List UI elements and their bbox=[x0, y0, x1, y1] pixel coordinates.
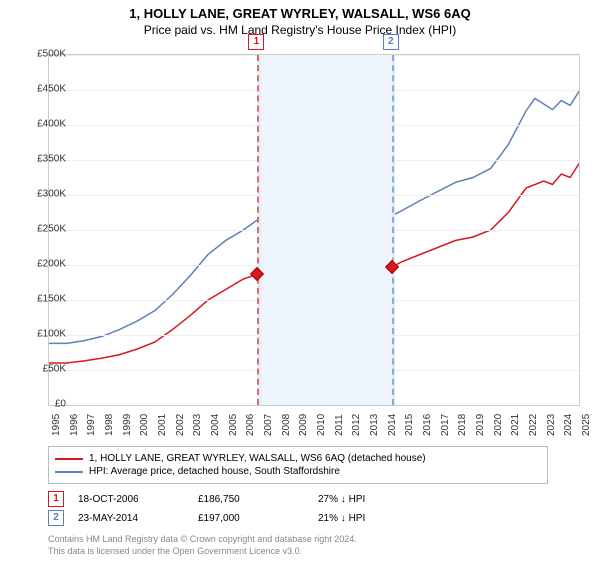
x-axis-tick-label: 2006 bbox=[245, 414, 256, 436]
y-axis-tick-label: £350K bbox=[37, 154, 66, 165]
legend-label: 1, HOLLY LANE, GREAT WYRLEY, WALSALL, WS… bbox=[89, 453, 426, 464]
footer-line-2: This data is licensed under the Open Gov… bbox=[48, 546, 357, 558]
marker-number-box: 2 bbox=[383, 34, 399, 50]
marker-number-box: 1 bbox=[248, 34, 264, 50]
x-axis-tick-label: 1997 bbox=[86, 414, 97, 436]
x-axis-tick-label: 2025 bbox=[581, 414, 592, 436]
transaction-delta: 27% ↓ HPI bbox=[318, 494, 438, 505]
transaction-row: 1 18-OCT-2006£186,75027% ↓ HPI bbox=[48, 491, 578, 507]
legend-item: 1, HOLLY LANE, GREAT WYRLEY, WALSALL, WS… bbox=[55, 453, 541, 464]
x-axis-tick-label: 1996 bbox=[69, 414, 80, 436]
x-axis-tick-label: 2010 bbox=[316, 414, 327, 436]
x-axis-tick-label: 2003 bbox=[192, 414, 203, 436]
x-axis-tick-label: 2014 bbox=[387, 414, 398, 436]
x-axis-tick-label: 2002 bbox=[175, 414, 186, 436]
footer: Contains HM Land Registry data © Crown c… bbox=[48, 534, 357, 557]
legend-swatch bbox=[55, 458, 83, 460]
x-axis-tick-label: 2024 bbox=[563, 414, 574, 436]
x-axis-tick-label: 2005 bbox=[228, 414, 239, 436]
x-axis-tick-label: 2021 bbox=[510, 414, 521, 436]
y-axis-tick-label: £200K bbox=[37, 259, 66, 270]
x-axis-tick-label: 2015 bbox=[404, 414, 415, 436]
x-axis-tick-label: 1998 bbox=[104, 414, 115, 436]
chart-plot-area bbox=[48, 54, 580, 406]
y-axis-tick-label: £400K bbox=[37, 119, 66, 130]
x-axis-tick-label: 2001 bbox=[157, 414, 168, 436]
x-axis-tick-label: 2009 bbox=[298, 414, 309, 436]
transaction-row: 2 23-MAY-2014£197,00021% ↓ HPI bbox=[48, 510, 578, 526]
x-axis-tick-label: 2023 bbox=[546, 414, 557, 436]
y-axis-tick-label: £150K bbox=[37, 294, 66, 305]
x-axis-tick-label: 1999 bbox=[122, 414, 133, 436]
marker-guideline bbox=[392, 55, 394, 405]
x-axis-tick-label: 2018 bbox=[457, 414, 468, 436]
x-axis-tick-label: 2020 bbox=[493, 414, 504, 436]
shaded-region bbox=[261, 55, 392, 405]
x-axis-tick-label: 2012 bbox=[351, 414, 362, 436]
transaction-table: 1 18-OCT-2006£186,75027% ↓ HPI 2 23-MAY-201… bbox=[48, 488, 578, 529]
marker-guideline bbox=[257, 55, 259, 405]
y-axis-tick-label: £0 bbox=[55, 399, 66, 410]
transaction-date: 23-MAY-2014 bbox=[78, 513, 198, 524]
page-subtitle: Price paid vs. HM Land Registry's House … bbox=[0, 23, 600, 37]
transaction-date: 18-OCT-2006 bbox=[78, 494, 198, 505]
y-axis-tick-label: £50K bbox=[43, 364, 66, 375]
chart-legend: 1, HOLLY LANE, GREAT WYRLEY, WALSALL, WS… bbox=[48, 446, 548, 484]
footer-line-1: Contains HM Land Registry data © Crown c… bbox=[48, 534, 357, 546]
legend-swatch bbox=[55, 471, 83, 473]
transaction-delta: 21% ↓ HPI bbox=[318, 513, 438, 524]
x-axis-tick-label: 1995 bbox=[51, 414, 62, 436]
y-axis-tick-label: £500K bbox=[37, 49, 66, 60]
transaction-marker-box: 2 bbox=[48, 510, 64, 526]
x-axis-tick-label: 2017 bbox=[440, 414, 451, 436]
transaction-price: £186,750 bbox=[198, 494, 318, 505]
x-axis-tick-label: 2016 bbox=[422, 414, 433, 436]
page-title: 1, HOLLY LANE, GREAT WYRLEY, WALSALL, WS… bbox=[0, 6, 600, 21]
legend-item: HPI: Average price, detached house, Sout… bbox=[55, 466, 541, 477]
x-axis-tick-label: 2019 bbox=[475, 414, 486, 436]
y-axis-tick-label: £100K bbox=[37, 329, 66, 340]
x-axis-tick-label: 2022 bbox=[528, 414, 539, 436]
chart-container: 1, HOLLY LANE, GREAT WYRLEY, WALSALL, WS… bbox=[0, 6, 600, 566]
y-axis-tick-label: £300K bbox=[37, 189, 66, 200]
transaction-marker-box: 1 bbox=[48, 491, 64, 507]
transaction-price: £197,000 bbox=[198, 513, 318, 524]
x-axis-tick-label: 2004 bbox=[210, 414, 221, 436]
x-axis-tick-label: 2008 bbox=[281, 414, 292, 436]
x-axis-tick-label: 2013 bbox=[369, 414, 380, 436]
x-axis-tick-label: 2011 bbox=[334, 414, 345, 436]
x-axis-tick-label: 2007 bbox=[263, 414, 274, 436]
x-axis-tick-label: 2000 bbox=[139, 414, 150, 436]
legend-label: HPI: Average price, detached house, Sout… bbox=[89, 466, 340, 477]
y-axis-tick-label: £450K bbox=[37, 84, 66, 95]
y-axis-tick-label: £250K bbox=[37, 224, 66, 235]
